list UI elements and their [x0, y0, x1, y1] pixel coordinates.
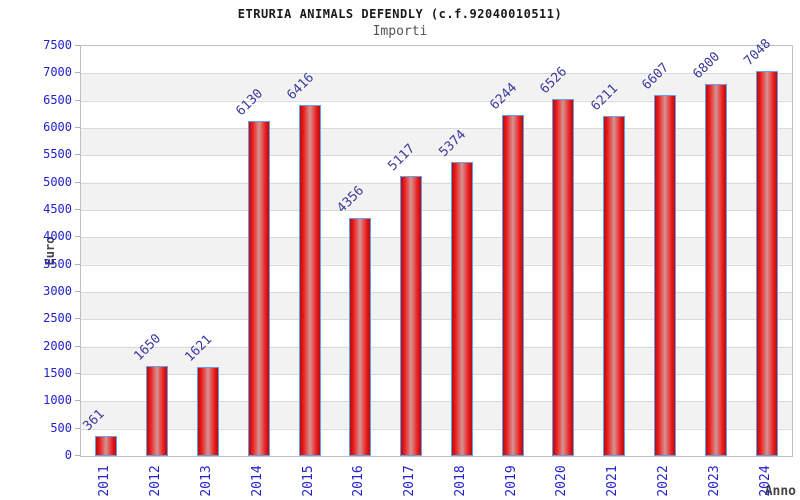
gridline [81, 155, 792, 157]
y-tick-label: 0 [64, 448, 72, 462]
bar-value-label: 6244 [487, 79, 520, 113]
y-tick-label: 1000 [43, 393, 72, 408]
chart-subtitle: Importi [372, 24, 428, 39]
bar-2019 [501, 114, 524, 456]
y-tick-mark [75, 427, 80, 429]
bar-value-label: 6800 [690, 49, 723, 83]
bar-value-label: 6211 [588, 81, 622, 115]
y-tick-mark [75, 318, 80, 320]
bar-2013 [196, 367, 219, 456]
y-tick-mark [75, 373, 80, 374]
bar-2016 [349, 217, 372, 456]
bar-value-label: 7048 [740, 35, 774, 69]
gridline [81, 401, 792, 403]
bar-2022 [654, 94, 677, 456]
x-tick-label-2011: 2011 [97, 465, 113, 497]
y-tick-mark [75, 127, 80, 128]
bar-2012 [146, 365, 169, 456]
bar-value-label: 6607 [639, 60, 673, 93]
y-tick-label: 1500 [43, 366, 72, 380]
bar-value-label: 5117 [385, 141, 419, 175]
y-tick-mark [75, 345, 80, 347]
bar-value-label: 1621 [182, 332, 216, 366]
y-tick-label: 4500 [43, 202, 72, 216]
gridline [81, 292, 792, 293]
bar-2017 [400, 176, 423, 456]
gridline [81, 264, 792, 266]
y-tick-label: 2500 [43, 311, 72, 326]
x-tick-label-2015: 2015 [300, 465, 316, 497]
y-tick-label: 6500 [43, 92, 72, 107]
x-tick-label-2023: 2023 [706, 465, 722, 497]
gridline [81, 319, 792, 321]
bar-2014 [247, 120, 270, 456]
chart-title: ETRURIA ANIMALS DEFENDLY (c.f.9204001051… [237, 7, 563, 21]
x-tick-label-2019: 2019 [503, 465, 519, 497]
y-tick-mark [75, 455, 80, 456]
x-axis-title: Anno [764, 484, 796, 499]
gridline [81, 128, 792, 129]
y-tick-label: 7500 [43, 38, 72, 52]
gridline [81, 346, 792, 348]
bar-2018 [450, 162, 473, 456]
bar-value-label: 6416 [283, 70, 317, 104]
y-tick-mark [75, 99, 80, 101]
y-tick-label: 5500 [43, 147, 72, 162]
y-tick-mark [75, 181, 80, 183]
y-tick-label: 500 [50, 420, 72, 435]
x-tick-label-2018: 2018 [452, 465, 468, 497]
plot-area: 361 1650 1621 6130 6416 4356 5117 5374 6244 6526 6… [80, 36, 793, 457]
bar-value-label: 6526 [537, 64, 571, 98]
gridline [81, 73, 792, 75]
bar-value-label: 6130 [233, 86, 266, 119]
x-tick-label-2012: 2012 [148, 465, 164, 497]
y-tick-label: 4000 [43, 229, 72, 244]
y-tick-mark [75, 154, 80, 156]
y-tick-mark [75, 236, 80, 238]
y-tick-mark [75, 291, 80, 292]
bar-2011 [95, 436, 118, 456]
gridline [81, 210, 792, 211]
y-tick-label: 3000 [43, 284, 72, 298]
bar-2024 [755, 70, 778, 456]
y-tick-label: 7000 [43, 65, 72, 80]
x-tick-label-2021: 2021 [605, 465, 621, 497]
y-tick-label: 6000 [43, 120, 72, 134]
gridline [81, 237, 792, 239]
x-tick-label-2017: 2017 [402, 465, 418, 497]
y-tick-mark [75, 45, 80, 46]
bar-2021 [603, 116, 626, 456]
bar-2023 [704, 84, 727, 456]
y-tick-mark [75, 263, 80, 265]
x-tick-label-2014: 2014 [249, 465, 265, 497]
gridline [81, 100, 792, 102]
y-tick-label: 5000 [43, 174, 72, 189]
x-tick-label-2024: 2024 [757, 465, 773, 497]
y-tick-mark [75, 400, 80, 402]
gridline [81, 428, 792, 430]
x-tick-label-2020: 2020 [554, 465, 570, 497]
bar-value-label: 361 [80, 407, 108, 435]
y-tick-label: 3500 [43, 256, 72, 271]
y-tick-mark [75, 72, 80, 74]
x-tick-label-2022: 2022 [656, 465, 672, 497]
y-tick-mark [75, 209, 80, 210]
y-tick-label: 2000 [43, 338, 72, 353]
x-tick-label-2013: 2013 [198, 465, 214, 497]
bar-2020 [552, 99, 575, 456]
x-tick-label-2016: 2016 [351, 465, 367, 497]
gridline [81, 182, 792, 184]
bar-2015 [298, 105, 321, 456]
gridline [81, 374, 792, 375]
